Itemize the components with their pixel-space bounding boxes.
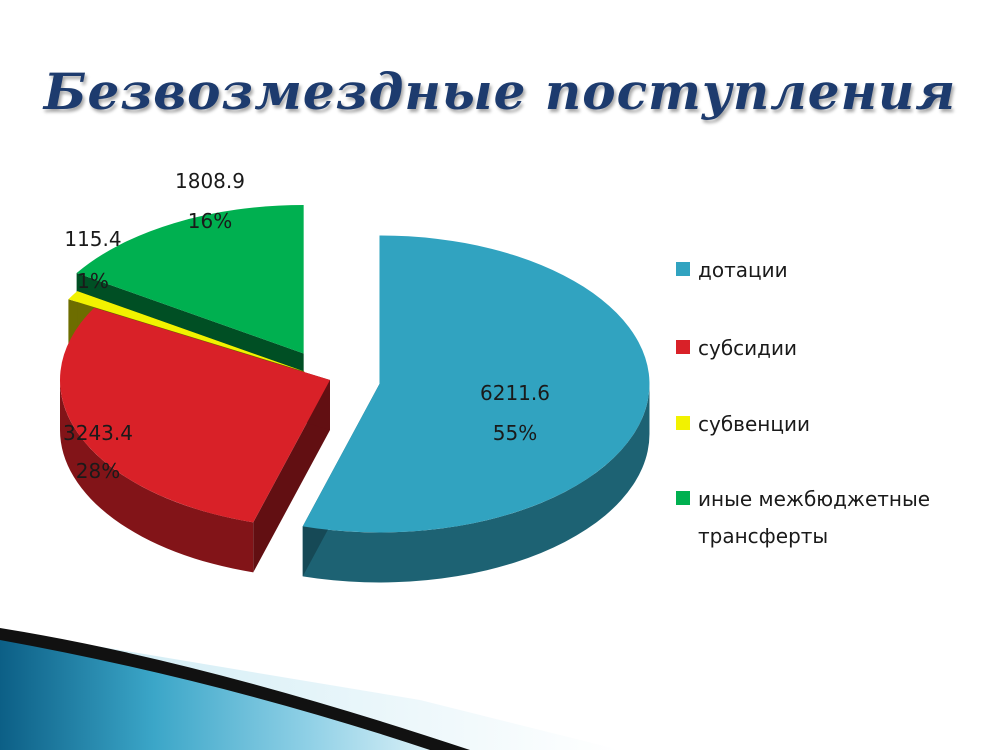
data-label-value: 6211.6 xyxy=(480,381,550,405)
legend: дотации субсидии субвенции иные межбюджетны… xyxy=(676,258,930,548)
pie-slice-2 xyxy=(59,307,331,573)
pie-slices xyxy=(59,204,650,583)
data-label-value: 1808.9 xyxy=(175,169,245,193)
slice-side xyxy=(60,380,254,573)
slice-top xyxy=(59,307,331,523)
slice-top xyxy=(76,204,304,354)
data-label-value: 115.4 xyxy=(64,227,121,251)
data-label-value: 3243.4 xyxy=(63,421,133,445)
legend-label: субсидии xyxy=(698,336,797,360)
slice-top xyxy=(68,291,305,372)
slice-cut-face xyxy=(253,380,330,573)
legend-swatch xyxy=(676,340,690,354)
data-label-percent: 1% xyxy=(77,269,109,293)
slice-top xyxy=(302,235,650,533)
legend-label: трансферты xyxy=(698,524,828,548)
legend-swatch xyxy=(676,416,690,430)
slide-title: Безвозмездные поступления xyxy=(43,62,957,121)
legend-swatch xyxy=(676,262,690,276)
slice-side xyxy=(302,383,650,583)
legend-label: иные межбюджетные xyxy=(698,487,930,511)
data-label-percent: 28% xyxy=(76,459,120,483)
data-label-percent: 16% xyxy=(188,209,232,233)
legend-label: субвенции xyxy=(698,412,810,436)
data-label-percent: 55% xyxy=(493,421,537,445)
pie-slice-1 xyxy=(302,235,650,583)
legend-swatch xyxy=(676,491,690,505)
legend-label: дотации xyxy=(698,258,788,282)
